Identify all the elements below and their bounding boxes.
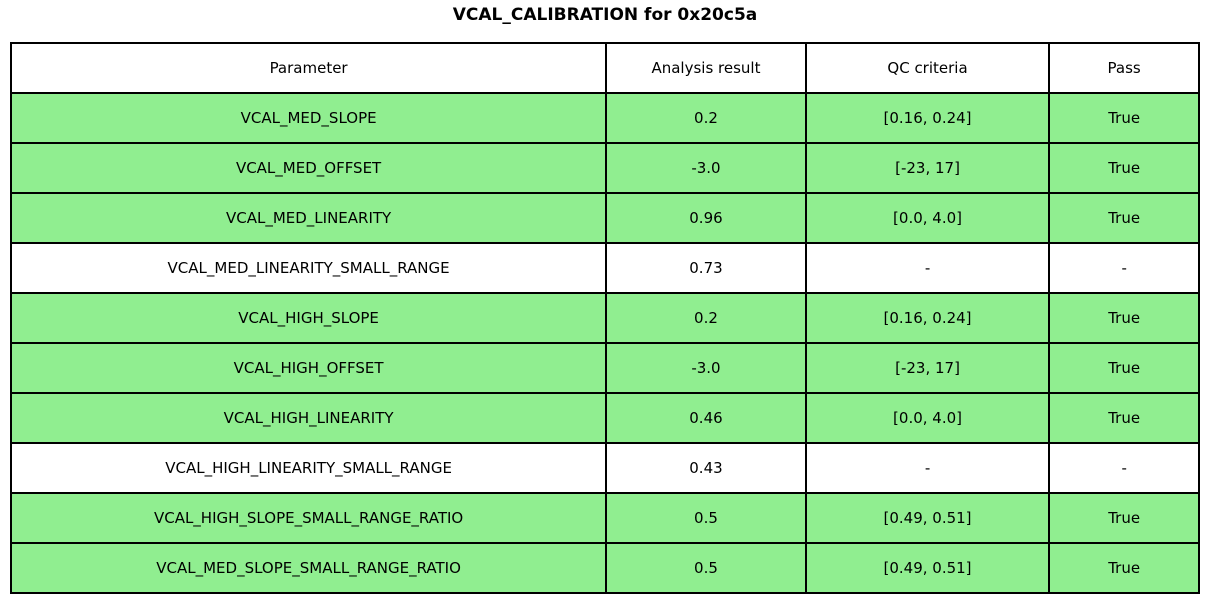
table-row: VCAL_MED_SLOPE 0.2 [0.16, 0.24] True (9, 92, 1200, 144)
result-cell: 0.46 (605, 392, 807, 444)
table-row: VCAL_HIGH_LINEARITY 0.46 [0.0, 4.0] True (9, 392, 1200, 444)
qc-cell: [-23, 17] (804, 142, 1051, 194)
pass-cell: - (1048, 442, 1200, 494)
qc-cell: [0.0, 4.0] (804, 192, 1051, 244)
table-row: VCAL_HIGH_LINEARITY_SMALL_RANGE 0.43 - - (9, 442, 1200, 494)
param-cell: VCAL_HIGH_OFFSET (9, 342, 608, 394)
result-cell: -3.0 (605, 342, 807, 394)
qc-cell: - (804, 242, 1051, 294)
col-header-parameter: Parameter (9, 42, 608, 94)
param-cell: VCAL_HIGH_SLOPE (9, 292, 608, 344)
pass-cell: True (1048, 292, 1200, 344)
qc-cell: [0.0, 4.0] (804, 392, 1051, 444)
page-title: VCAL_CALIBRATION for 0x20c5a (452, 5, 758, 25)
result-cell: 0.43 (605, 442, 807, 494)
result-cell: 0.2 (605, 92, 807, 144)
pass-cell: True (1048, 142, 1200, 194)
pass-cell: True (1048, 392, 1200, 444)
param-cell: VCAL_MED_LINEARITY_SMALL_RANGE (9, 242, 608, 294)
param-cell: VCAL_MED_OFFSET (9, 142, 608, 194)
qc-cell: - (804, 442, 1051, 494)
pass-cell: True (1048, 92, 1200, 144)
param-cell: VCAL_HIGH_LINEARITY (9, 392, 608, 444)
qc-cell: [0.16, 0.24] (804, 292, 1051, 344)
qc-cell: [0.49, 0.51] (804, 542, 1051, 594)
table-row: VCAL_HIGH_SLOPE 0.2 [0.16, 0.24] True (9, 292, 1200, 344)
result-cell: 0.5 (605, 542, 807, 594)
param-cell: VCAL_MED_SLOPE (9, 92, 608, 144)
header-row: Parameter Analysis result QC criteria Pa… (9, 42, 1200, 94)
result-cell: 0.2 (605, 292, 807, 344)
table-row: VCAL_HIGH_OFFSET -3.0 [-23, 17] True (9, 342, 1200, 394)
col-header-pass: Pass (1048, 42, 1200, 94)
qc-cell: [0.49, 0.51] (804, 492, 1051, 544)
qc-results-table: Parameter Analysis result QC criteria Pa… (9, 42, 1200, 594)
qc-cell: [0.16, 0.24] (804, 92, 1051, 144)
pass-cell: - (1048, 242, 1200, 294)
pass-cell: True (1048, 192, 1200, 244)
result-cell: -3.0 (605, 142, 807, 194)
pass-cell: True (1048, 342, 1200, 394)
table-row: VCAL_MED_SLOPE_SMALL_RANGE_RATIO 0.5 [0.… (9, 542, 1200, 594)
qc-cell: [-23, 17] (804, 342, 1051, 394)
result-cell: 0.5 (605, 492, 807, 544)
param-cell: VCAL_HIGH_SLOPE_SMALL_RANGE_RATIO (9, 492, 608, 544)
param-cell: VCAL_MED_SLOPE_SMALL_RANGE_RATIO (9, 542, 608, 594)
table-row: VCAL_HIGH_SLOPE_SMALL_RANGE_RATIO 0.5 [0… (9, 492, 1200, 544)
pass-cell: True (1048, 542, 1200, 594)
param-cell: VCAL_MED_LINEARITY (9, 192, 608, 244)
table-row: VCAL_MED_LINEARITY 0.96 [0.0, 4.0] True (9, 192, 1200, 244)
table-row: VCAL_MED_LINEARITY_SMALL_RANGE 0.73 - - (9, 242, 1200, 294)
pass-cell: True (1048, 492, 1200, 544)
table-row: VCAL_MED_OFFSET -3.0 [-23, 17] True (9, 142, 1200, 194)
param-cell: VCAL_HIGH_LINEARITY_SMALL_RANGE (9, 442, 608, 494)
result-cell: 0.96 (605, 192, 807, 244)
col-header-qc-criteria: QC criteria (804, 42, 1051, 94)
col-header-analysis-result: Analysis result (605, 42, 807, 94)
result-cell: 0.73 (605, 242, 807, 294)
